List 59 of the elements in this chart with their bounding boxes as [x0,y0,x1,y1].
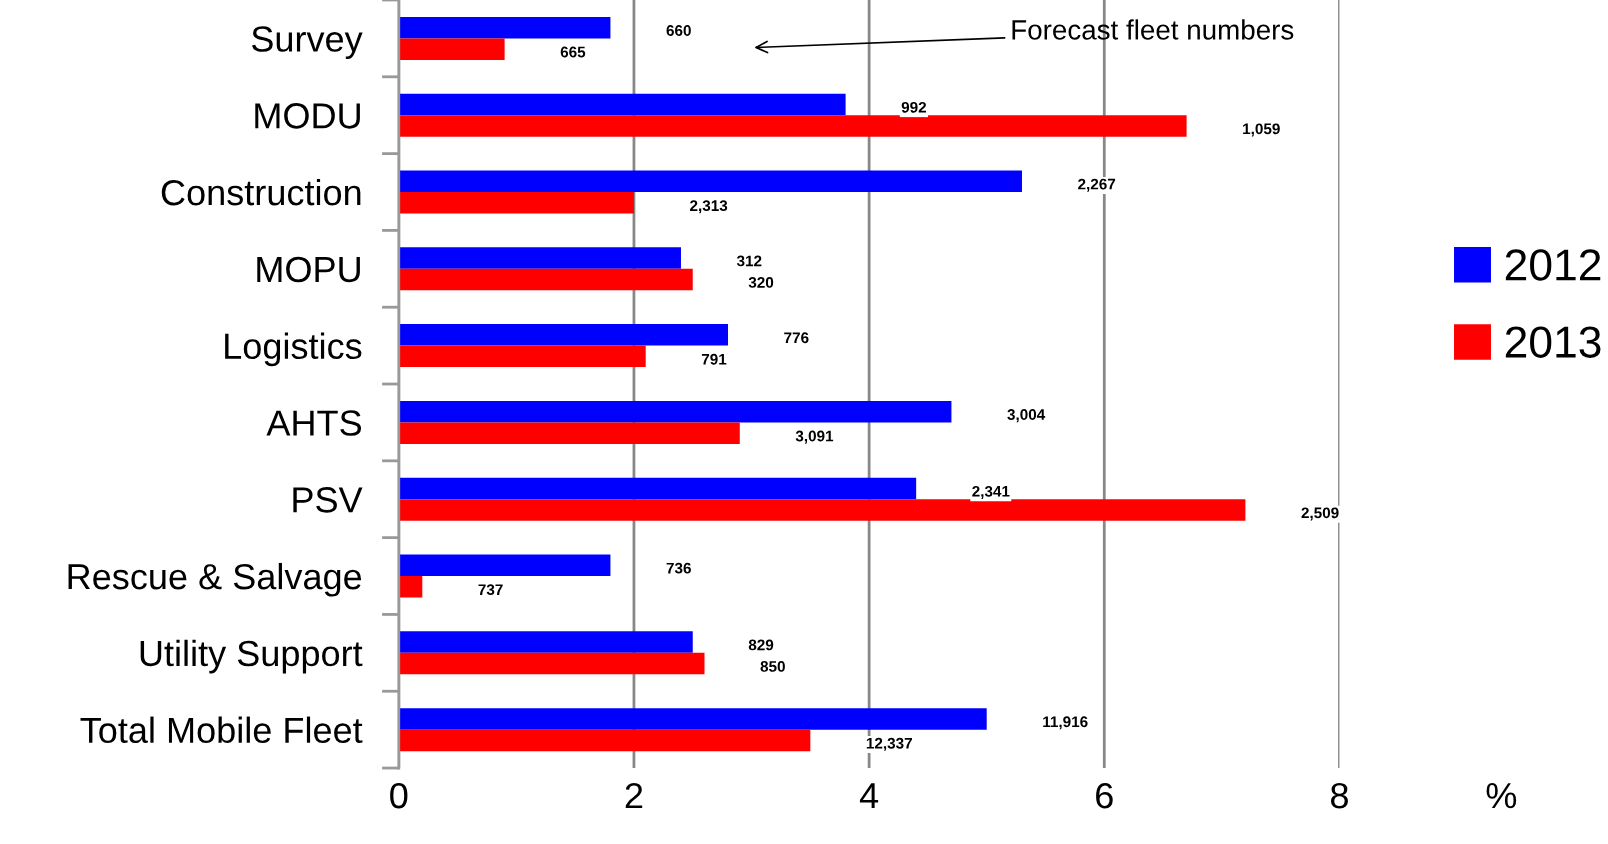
bar [398,192,634,214]
annotation: 12,337 [866,737,912,751]
annotation: 776 [784,332,809,344]
legend-label: 2013 [1505,326,1601,358]
y-tick-label: MODU [255,103,360,129]
x-tick-label: 6 [1096,782,1113,809]
annotation: Forecast fleet numbers [1012,19,1294,40]
annotation: 737 [478,584,503,596]
bar [398,115,1187,137]
annotation: 850 [760,661,785,672]
bar [398,268,693,291]
annotation: 3,004 [1007,409,1046,423]
x-tick-label: 2 [625,782,643,809]
annotation: 3,091 [795,430,834,444]
annotation: 736 [666,562,691,574]
bar [398,576,423,598]
annotation: 320 [748,277,774,288]
annotation: 2,267 [1078,178,1116,192]
bar [398,499,1246,521]
bar [398,400,952,423]
annotation: 660 [666,25,691,36]
y-tick-label: PSV [293,487,363,513]
y-tick-label: Rescue & Salvage [68,562,362,597]
annotation: 665 [560,46,586,58]
legend-label: 2012 [1505,249,1601,281]
bar [398,477,917,500]
bar [398,708,987,730]
y-tick-label: Construction [161,178,361,206]
annotation: 2,341 [972,485,1010,499]
y-tick-label: AHTS [266,410,362,436]
bar [398,16,611,39]
annotation: 11,916 [1043,716,1088,730]
bar [398,652,705,675]
bar [398,324,729,346]
y-tick-label: Total Mobile Fleet [80,716,363,744]
y-tick-label: Logistics [225,332,362,367]
bar [398,631,693,653]
x-tick-label: 4 [859,783,879,809]
bar [398,93,846,116]
annotation: 312 [736,255,762,267]
y-tick-label: Survey [251,26,363,59]
bar [398,247,681,269]
annotation: 829 [748,639,774,651]
bar [398,170,1022,193]
annotation: 2,313 [690,200,728,214]
bar [398,422,740,444]
annotation: 1,059 [1243,123,1280,137]
x-tick-label: 0 [390,782,408,809]
bar [398,729,811,752]
bar [398,345,646,368]
x-axis-title: % [1486,783,1517,809]
annotation: 992 [901,101,927,113]
x-tick-label: 8 [1330,782,1348,809]
annotation: 2,509 [1301,507,1339,521]
bar [398,38,505,60]
annotation: 791 [701,353,727,365]
bar [398,554,611,577]
y-tick-label: Utility Support [140,639,363,674]
y-tick-label: MOPU [257,256,360,283]
